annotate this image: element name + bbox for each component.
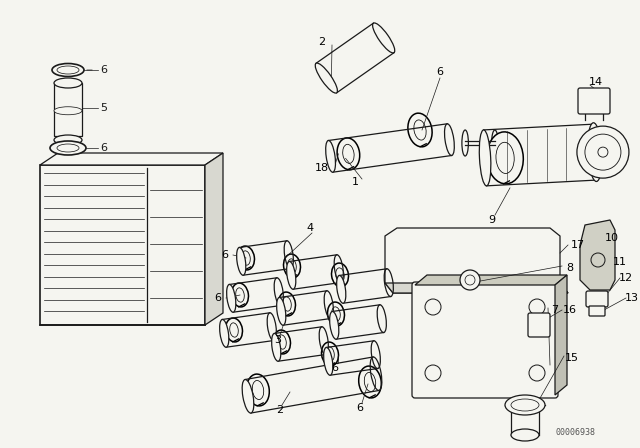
Text: 5: 5 bbox=[100, 103, 107, 113]
Ellipse shape bbox=[316, 63, 337, 93]
Ellipse shape bbox=[324, 348, 333, 375]
FancyBboxPatch shape bbox=[54, 83, 82, 136]
FancyBboxPatch shape bbox=[528, 313, 550, 337]
Text: 6: 6 bbox=[100, 65, 107, 75]
Polygon shape bbox=[385, 228, 568, 293]
Ellipse shape bbox=[220, 319, 229, 347]
Text: 7: 7 bbox=[552, 305, 559, 315]
Circle shape bbox=[529, 299, 545, 315]
FancyBboxPatch shape bbox=[412, 282, 558, 398]
Polygon shape bbox=[205, 153, 223, 325]
Text: 3: 3 bbox=[275, 335, 282, 345]
FancyBboxPatch shape bbox=[40, 165, 205, 325]
Text: 6: 6 bbox=[214, 293, 221, 303]
Text: 2: 2 bbox=[276, 405, 284, 415]
Ellipse shape bbox=[278, 292, 296, 316]
Ellipse shape bbox=[326, 141, 335, 172]
Ellipse shape bbox=[54, 135, 82, 145]
Text: 6: 6 bbox=[356, 403, 364, 413]
Ellipse shape bbox=[273, 330, 291, 354]
Ellipse shape bbox=[227, 284, 236, 312]
FancyBboxPatch shape bbox=[589, 306, 605, 316]
Ellipse shape bbox=[588, 123, 602, 181]
Ellipse shape bbox=[225, 318, 243, 342]
Circle shape bbox=[425, 299, 441, 315]
Ellipse shape bbox=[242, 379, 254, 413]
Text: 10: 10 bbox=[605, 233, 619, 243]
Text: 1: 1 bbox=[351, 177, 358, 187]
Ellipse shape bbox=[332, 263, 349, 287]
Ellipse shape bbox=[287, 262, 296, 289]
Text: 2: 2 bbox=[319, 37, 326, 47]
Ellipse shape bbox=[232, 283, 248, 307]
Ellipse shape bbox=[330, 311, 339, 339]
Ellipse shape bbox=[358, 366, 381, 398]
Ellipse shape bbox=[271, 333, 281, 361]
Ellipse shape bbox=[276, 297, 286, 325]
Ellipse shape bbox=[511, 429, 539, 441]
Text: 13: 13 bbox=[625, 293, 639, 303]
Ellipse shape bbox=[246, 374, 269, 406]
Polygon shape bbox=[580, 220, 615, 290]
Ellipse shape bbox=[321, 342, 339, 366]
Text: 11: 11 bbox=[613, 257, 627, 267]
FancyBboxPatch shape bbox=[586, 291, 608, 307]
Text: 6: 6 bbox=[332, 363, 339, 373]
Text: 00006938: 00006938 bbox=[555, 427, 595, 436]
Text: 15: 15 bbox=[565, 353, 579, 363]
Ellipse shape bbox=[284, 254, 301, 278]
Ellipse shape bbox=[328, 302, 344, 326]
Ellipse shape bbox=[479, 130, 491, 186]
Text: 6: 6 bbox=[436, 67, 444, 77]
Ellipse shape bbox=[237, 247, 246, 275]
Text: 9: 9 bbox=[488, 215, 495, 225]
Polygon shape bbox=[555, 275, 567, 395]
Ellipse shape bbox=[50, 141, 86, 155]
Ellipse shape bbox=[505, 395, 545, 415]
Ellipse shape bbox=[237, 246, 255, 270]
Text: 18: 18 bbox=[315, 163, 329, 173]
Circle shape bbox=[460, 270, 480, 290]
Ellipse shape bbox=[408, 113, 432, 147]
Ellipse shape bbox=[54, 78, 82, 88]
Polygon shape bbox=[40, 153, 223, 165]
Ellipse shape bbox=[54, 107, 82, 115]
Text: 4: 4 bbox=[307, 223, 314, 233]
Circle shape bbox=[577, 126, 629, 178]
Circle shape bbox=[529, 365, 545, 381]
Ellipse shape bbox=[337, 138, 360, 170]
FancyBboxPatch shape bbox=[578, 88, 610, 114]
Text: 17: 17 bbox=[571, 240, 585, 250]
Circle shape bbox=[425, 365, 441, 381]
Text: 12: 12 bbox=[619, 273, 633, 283]
Text: 8: 8 bbox=[566, 263, 573, 273]
Polygon shape bbox=[415, 275, 567, 285]
Text: 6: 6 bbox=[100, 143, 107, 153]
Text: 16: 16 bbox=[563, 305, 577, 315]
Polygon shape bbox=[385, 283, 568, 293]
Text: 14: 14 bbox=[589, 77, 603, 87]
Ellipse shape bbox=[487, 132, 524, 184]
Ellipse shape bbox=[52, 64, 84, 77]
Ellipse shape bbox=[337, 276, 346, 303]
Text: 6: 6 bbox=[221, 250, 228, 260]
